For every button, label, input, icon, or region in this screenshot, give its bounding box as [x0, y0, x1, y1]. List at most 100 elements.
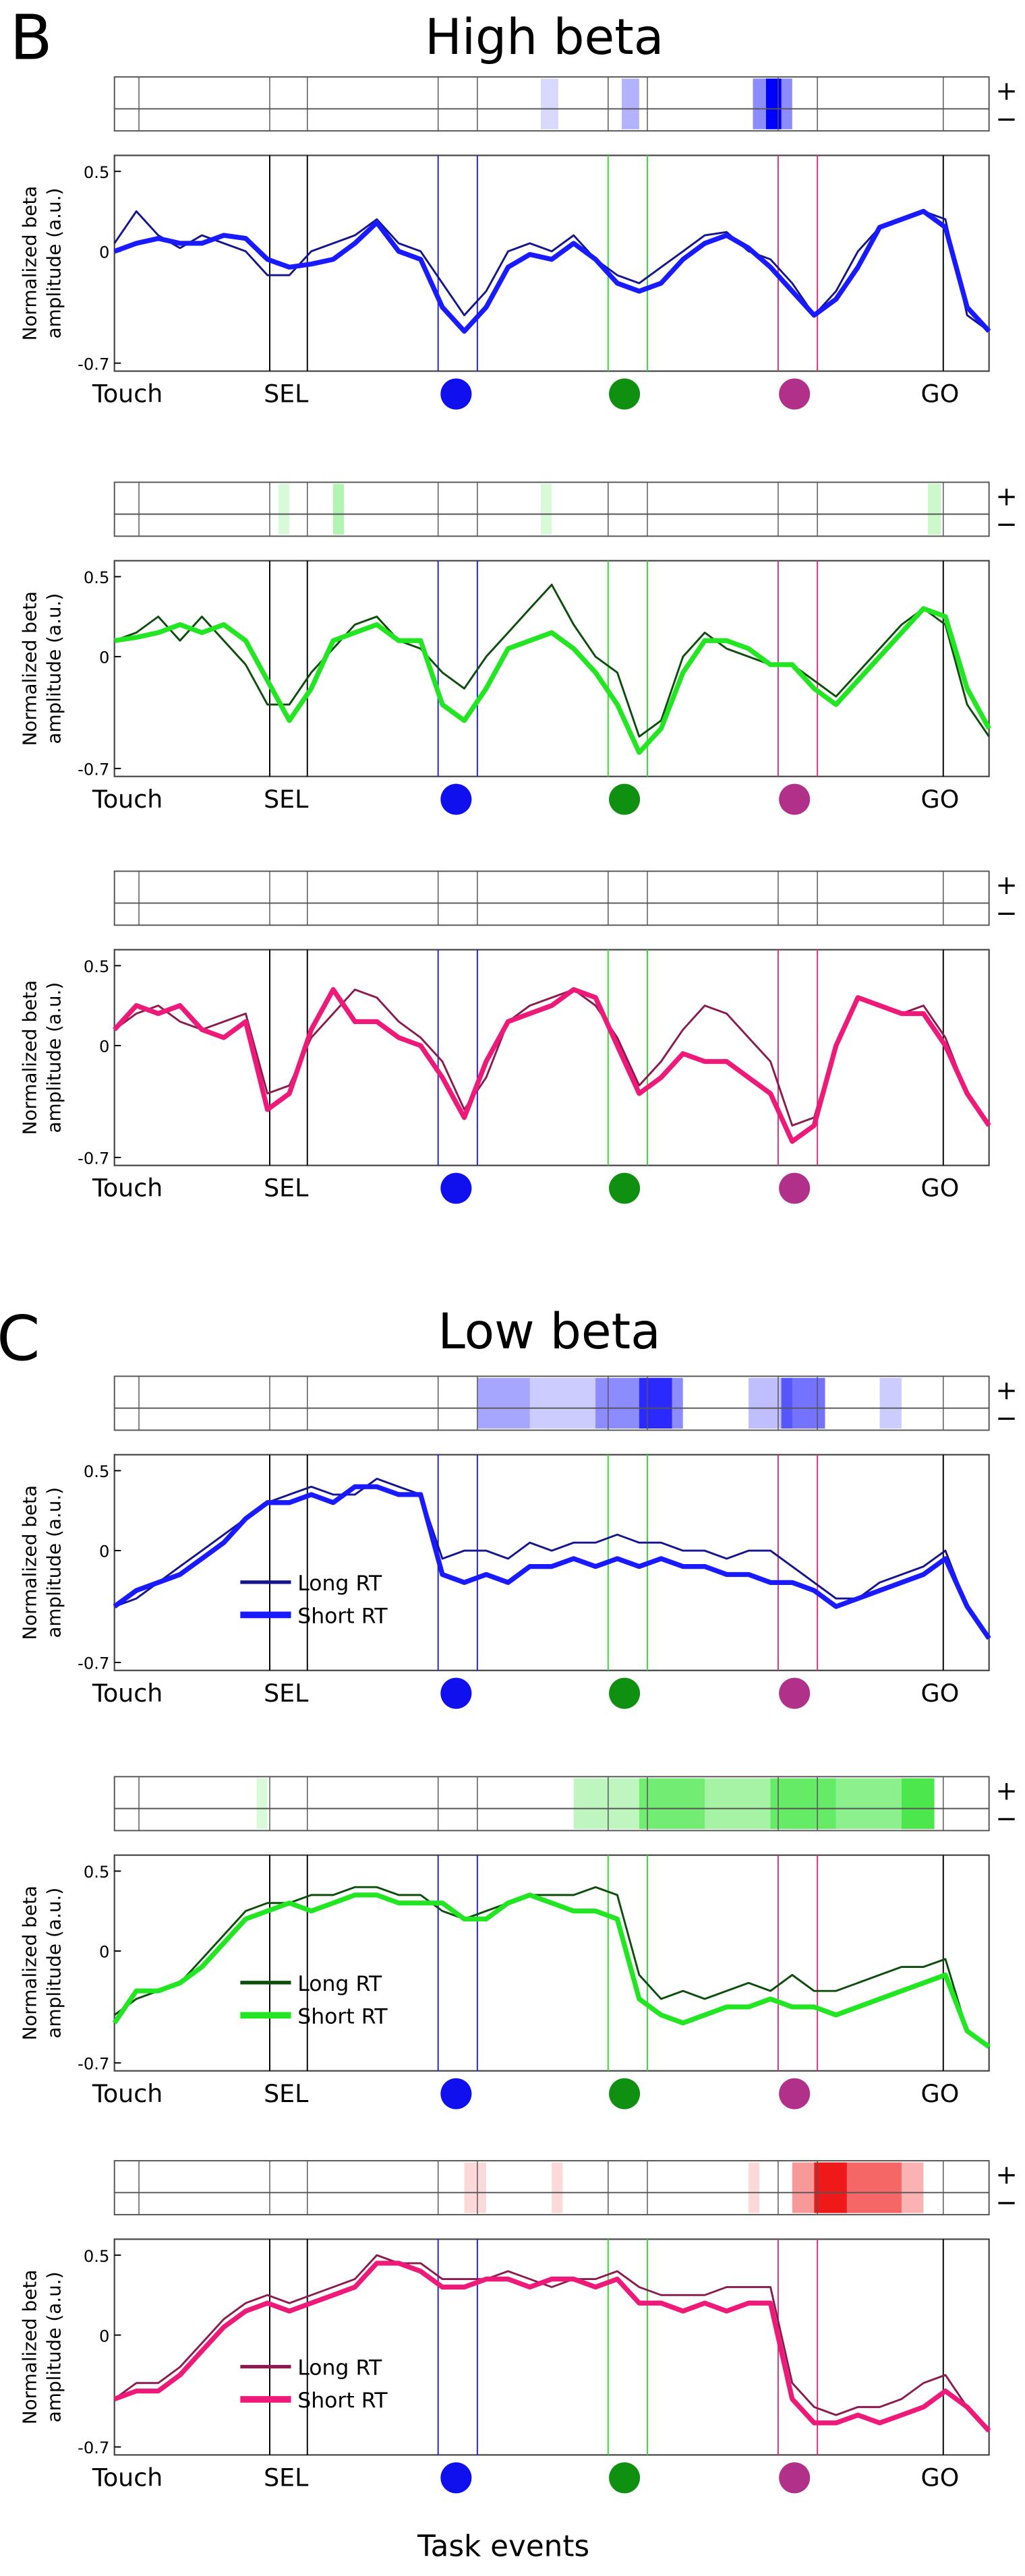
- event-dot: [779, 1172, 811, 1204]
- series-line: [113, 208, 991, 334]
- significance-band: [770, 1778, 836, 1829]
- strip-label-minus: −: [995, 1804, 1017, 1834]
- event-label: GO: [921, 1679, 960, 1708]
- significance-band: [332, 483, 345, 535]
- significance-band: [781, 1377, 825, 1429]
- y-axis-label: Normalized beta: [18, 980, 40, 1135]
- y-tick-label: 0: [99, 1942, 109, 1962]
- significance-band: [901, 1778, 935, 1829]
- event-label: SEL: [264, 380, 309, 409]
- event-dot: [779, 2462, 811, 2494]
- significance-band: [540, 483, 552, 535]
- event-label: Touch: [92, 1174, 163, 1203]
- event-label: SEL: [264, 1174, 309, 1203]
- y-axis-label: amplitude (a.u.): [43, 188, 65, 339]
- strip-frame: [113, 481, 990, 537]
- significance-band: [836, 1778, 902, 1829]
- strip-frame: [113, 870, 990, 926]
- y-axis-label: Normalized beta: [18, 1485, 40, 1640]
- event-label: SEL: [264, 1679, 309, 1708]
- event-dot: [440, 2462, 472, 2494]
- y-tick-label: 0: [99, 242, 109, 262]
- event-label: Touch: [92, 785, 163, 814]
- event-label: GO: [921, 380, 960, 409]
- strip-label-minus: −: [995, 510, 1017, 540]
- panel-label: B: [10, 1, 53, 73]
- y-axis-label: amplitude (a.u.): [43, 1888, 65, 2039]
- strip-label-plus: +: [995, 870, 1017, 901]
- event-label: SEL: [264, 2463, 309, 2492]
- y-axis-label: Normalized beta: [18, 186, 40, 341]
- y-tick-label: -0.7: [78, 1654, 109, 1673]
- series-line: [113, 210, 990, 332]
- significance-band: [621, 78, 639, 129]
- strip-label-minus: −: [995, 2188, 1017, 2218]
- y-axis-label: amplitude (a.u.): [43, 982, 65, 1133]
- strip-frame: [113, 76, 990, 132]
- series-line: [113, 1484, 991, 1640]
- strip-frame: [113, 1375, 990, 1431]
- strip-label-minus: −: [995, 898, 1017, 928]
- significance-band: [901, 2162, 924, 2213]
- event-dot: [609, 378, 641, 410]
- y-tick-label: -0.7: [78, 354, 109, 373]
- y-axis-label: Normalized beta: [18, 1886, 40, 2041]
- y-axis-label: Normalized beta: [18, 591, 40, 746]
- y-tick-label: 0: [99, 2326, 109, 2345]
- y-tick-label: 0.5: [84, 1862, 110, 1882]
- event-label: Touch: [92, 380, 163, 409]
- series-line: [113, 2260, 991, 2433]
- significance-band: [705, 1778, 771, 1829]
- event-label: SEL: [264, 785, 309, 814]
- y-tick-label: 0: [99, 648, 109, 667]
- series-line: [113, 2254, 990, 2432]
- strip-label-plus: +: [995, 1776, 1017, 1806]
- y-tick-label: 0.5: [84, 1462, 110, 1481]
- event-dot: [440, 1172, 472, 1204]
- event-label: Touch: [92, 1679, 163, 1708]
- plot-frame: [113, 560, 990, 777]
- event-label: GO: [921, 2079, 960, 2108]
- panel-title: High beta: [425, 9, 664, 66]
- series-line: [114, 583, 990, 738]
- y-tick-label: 0.5: [84, 2246, 110, 2266]
- legend-label: Short RT: [297, 2004, 388, 2029]
- y-tick-label: -0.7: [78, 1149, 109, 1168]
- event-label: GO: [921, 1174, 960, 1203]
- significance-band: [552, 2162, 563, 2213]
- event-dot: [440, 378, 472, 410]
- series-line: [114, 606, 991, 755]
- y-tick-label: 0.5: [84, 568, 110, 587]
- significance-band: [749, 2162, 760, 2213]
- event-label: GO: [921, 2463, 960, 2492]
- event-dot: [440, 2078, 472, 2109]
- significance-band: [573, 1778, 639, 1829]
- legend-label: Short RT: [297, 1604, 388, 1628]
- y-tick-label: -0.7: [78, 2054, 109, 2074]
- series-line: [113, 1886, 990, 2048]
- strip-label-minus: −: [995, 104, 1017, 134]
- y-tick-label: 0: [99, 1542, 109, 1561]
- significance-band: [477, 1377, 530, 1429]
- series-line: [113, 988, 990, 1127]
- event-dot: [440, 1677, 472, 1709]
- event-dot: [609, 783, 641, 815]
- y-tick-label: 0: [99, 1037, 109, 1056]
- strip-label-plus: +: [995, 2160, 1017, 2190]
- y-tick-label: 0.5: [84, 162, 110, 182]
- y-tick-label: -0.7: [78, 2438, 109, 2457]
- strip-label-plus: +: [995, 76, 1017, 107]
- event-label: SEL: [264, 2079, 309, 2108]
- significance-band: [639, 1778, 705, 1829]
- plot-frame: [113, 1854, 990, 2072]
- significance-band: [256, 1778, 268, 1829]
- strip-label-plus: +: [995, 1375, 1017, 1406]
- x-axis-label: Task events: [417, 2530, 589, 2564]
- event-label: Touch: [92, 2079, 163, 2108]
- event-dot: [779, 1677, 811, 1709]
- strip-frame: [113, 1776, 990, 1832]
- event-label: Touch: [92, 2463, 163, 2492]
- event-dot: [440, 783, 472, 815]
